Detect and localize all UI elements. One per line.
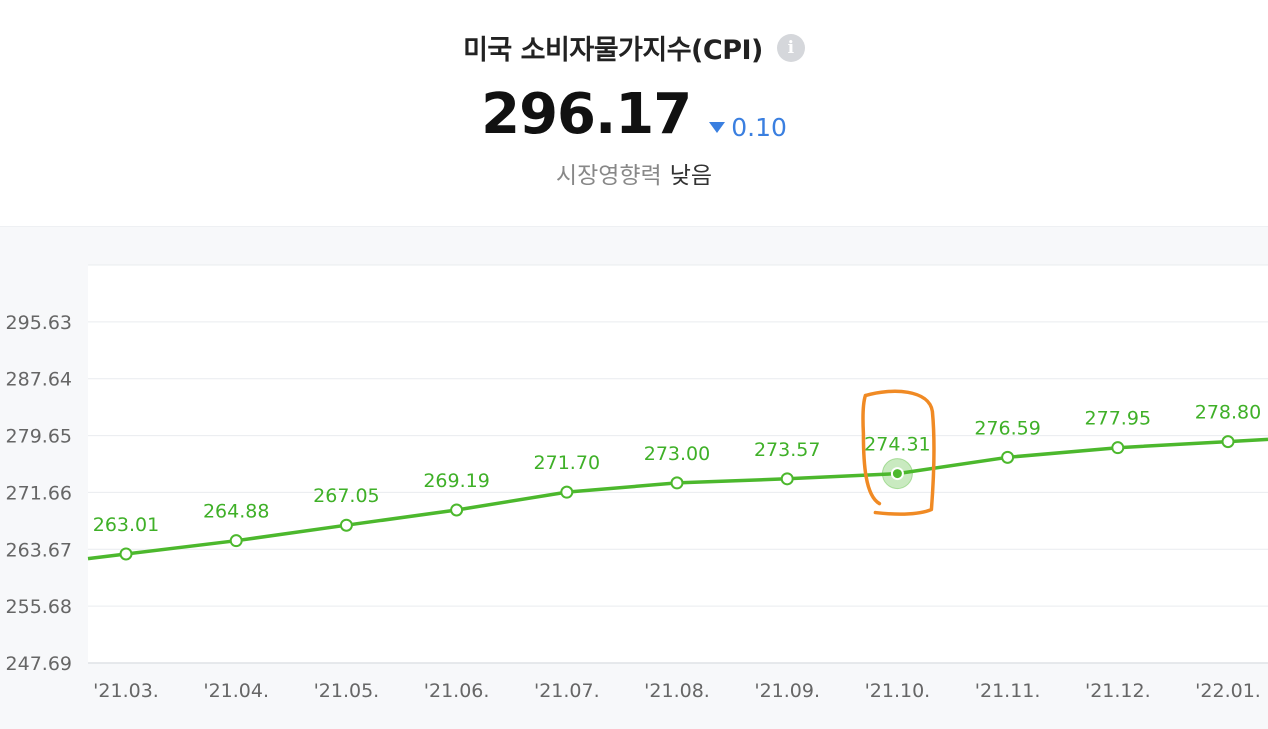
data-label: 264.88 — [203, 501, 269, 523]
data-point[interactable] — [670, 476, 684, 490]
x-tick-label: '21.11. — [975, 680, 1041, 702]
y-tick-label: 287.64 — [6, 369, 72, 391]
data-label: 278.80 — [1195, 402, 1261, 424]
y-tick-label: 247.69 — [6, 653, 72, 675]
data-label: 273.00 — [644, 443, 710, 465]
data-point[interactable] — [1001, 450, 1015, 464]
chart-panel: 295.63 287.64 279.65 271.66 263.67 255.68 247.… — [0, 226, 1268, 729]
data-label: 269.19 — [423, 470, 489, 492]
x-tick-label: '21.10. — [865, 680, 931, 702]
plot-area — [88, 265, 1268, 663]
y-tick-label: 255.68 — [6, 596, 72, 618]
down-arrow-icon — [709, 122, 726, 133]
data-label: 263.01 — [93, 514, 159, 536]
data-point[interactable] — [119, 547, 133, 561]
x-tick-label: '22.01. — [1195, 680, 1261, 702]
cpi-line-chart[interactable]: 295.63 287.64 279.65 271.66 263.67 255.68 247.… — [0, 227, 1268, 729]
x-tick-label: '21.12. — [1085, 680, 1151, 702]
data-point[interactable] — [560, 485, 574, 499]
data-point[interactable] — [1111, 441, 1125, 455]
data-point[interactable] — [780, 472, 794, 486]
current-value: 296.17 — [481, 82, 692, 147]
data-label: 271.70 — [534, 452, 600, 474]
data-point[interactable] — [450, 503, 464, 517]
data-label: 267.05 — [313, 485, 379, 507]
x-tick-label: '21.06. — [424, 680, 490, 702]
y-tick-label: 271.66 — [6, 482, 72, 504]
x-tick-label: '21.07. — [534, 680, 600, 702]
indicator-header: 미국 소비자물가지수(CPI) i 296.17 0.10 시장영향력 낮음 — [0, 0, 1268, 226]
data-label: 276.59 — [974, 417, 1040, 439]
x-tick-label: '21.09. — [754, 680, 820, 702]
data-label: 273.57 — [754, 439, 820, 461]
data-point[interactable] — [339, 518, 353, 532]
page-title: 미국 소비자물가지수(CPI) — [463, 35, 763, 66]
y-tick-label: 263.67 — [6, 539, 72, 561]
data-point[interactable] — [1221, 435, 1235, 449]
value-row: 296.17 0.10 — [0, 82, 1268, 147]
data-label: 277.95 — [1085, 408, 1151, 430]
data-point[interactable] — [229, 534, 243, 548]
y-tick-label: 295.63 — [6, 312, 72, 334]
data-label: 274.31 — [864, 434, 930, 456]
impact-value: 낮음 — [669, 163, 713, 189]
change-indicator: 0.10 — [709, 113, 787, 142]
x-tick-label: '21.03. — [93, 680, 159, 702]
x-tick-label: '21.05. — [314, 680, 380, 702]
title-row: 미국 소비자물가지수(CPI) i — [0, 28, 1268, 67]
y-tick-label: 279.65 — [6, 426, 72, 448]
info-icon[interactable]: i — [776, 33, 805, 62]
data-point-active[interactable] — [890, 467, 904, 481]
market-impact: 시장영향력 낮음 — [0, 156, 1268, 190]
x-tick-label: '21.08. — [644, 680, 710, 702]
change-value: 0.10 — [731, 113, 787, 142]
highlight-annotation — [861, 389, 936, 516]
impact-label: 시장영향력 — [555, 163, 662, 189]
x-tick-label: '21.04. — [203, 680, 269, 702]
